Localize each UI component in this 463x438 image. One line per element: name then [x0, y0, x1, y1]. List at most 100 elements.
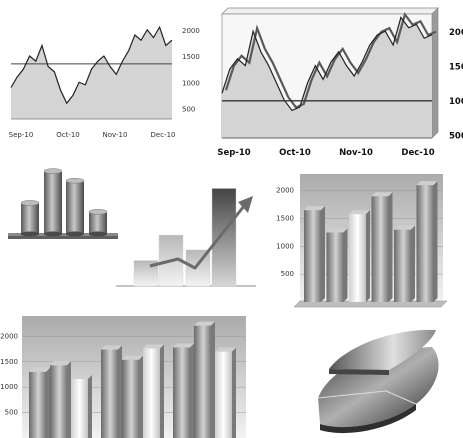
bar-top	[122, 355, 143, 360]
bar	[101, 349, 118, 438]
bar	[416, 185, 434, 302]
bar	[143, 348, 160, 438]
x-tick-label: Oct-10	[279, 148, 311, 158]
x-tick-label: Nov-10	[339, 148, 373, 158]
bar-side	[190, 343, 194, 438]
bar-top	[29, 367, 50, 372]
bar-side	[88, 375, 92, 438]
y-tick-label: 1500	[449, 63, 463, 73]
cylinder-top	[20, 200, 40, 206]
cylinder-bar	[21, 202, 39, 234]
bar	[215, 351, 232, 438]
y-tick-label: 2000	[276, 187, 294, 195]
bar-top	[50, 361, 71, 366]
y-tick-label: 500	[281, 270, 294, 278]
bar-top	[194, 321, 215, 326]
floor	[293, 300, 448, 308]
bar-top	[215, 347, 236, 352]
bar-top	[416, 181, 438, 186]
y-tick-label: 1500	[276, 215, 294, 223]
bar	[173, 347, 190, 438]
pie-chart-3d	[317, 329, 439, 434]
bar-top	[394, 225, 415, 230]
bar-side	[118, 345, 122, 438]
y-tick-label: 1000	[182, 79, 200, 87]
growth-bar	[211, 188, 237, 287]
bar-side	[366, 210, 370, 302]
bar-side	[411, 225, 415, 302]
bar	[371, 196, 389, 302]
cylinder-bar	[44, 171, 62, 234]
bar	[29, 371, 46, 438]
bar	[50, 365, 67, 438]
line-chart-1: 500 1000 1500 2000 Sep-10 Oct-10 Nov-10 Dec-10	[9, 25, 200, 139]
growth-chart	[116, 188, 256, 287]
bar-top	[71, 375, 92, 380]
bar	[349, 214, 366, 302]
y-tick-label: 500	[5, 409, 18, 417]
ribbon-depth	[224, 12, 437, 109]
bar-side	[388, 192, 393, 302]
bar-side	[160, 344, 164, 438]
cylinder-base	[44, 231, 62, 237]
cylinder-base	[21, 231, 39, 237]
pie-slice-small	[329, 329, 436, 370]
y-tick-label: 2000	[449, 28, 463, 38]
cylinder-base	[66, 231, 84, 237]
x-tick-label: Oct-10	[56, 131, 80, 139]
bar	[122, 359, 139, 438]
series-line	[10, 25, 173, 105]
bar-chart-3d-bottom: 500 1000 1500 2000	[0, 316, 246, 438]
bar-top	[349, 210, 370, 215]
cylinder-base	[89, 231, 107, 237]
line-chart-2-3d: 500 1000 1500 2000 Sep-10 Oct-10 Nov-10 Dec-10	[217, 7, 463, 158]
area-fill	[11, 27, 172, 119]
y-tick-label: 2000	[182, 27, 200, 35]
x-tick-label: Dec-10	[401, 148, 434, 158]
cylinder-bar	[89, 211, 107, 234]
bar-side	[139, 355, 143, 438]
bar-side	[46, 367, 50, 438]
bar-side	[433, 181, 438, 302]
bar	[326, 232, 344, 302]
bar-top	[326, 228, 348, 233]
bar-top	[101, 345, 122, 350]
bar-side	[343, 228, 348, 302]
x-tick-label: Sep-10	[217, 148, 250, 158]
trend-arrow-shaft	[149, 205, 246, 270]
y-tick-label: 500	[449, 132, 463, 142]
base-slab	[8, 233, 118, 238]
cylinder-top	[65, 177, 85, 184]
bar-side	[211, 321, 215, 438]
series-line	[221, 16, 433, 112]
bar	[394, 229, 411, 302]
y-tick-label: 1500	[182, 53, 200, 61]
y-tick-label: 1000	[276, 242, 294, 250]
x-tick-label: Sep-10	[9, 131, 34, 139]
frame-side	[431, 7, 439, 139]
x-tick-label: Dec-10	[151, 131, 176, 139]
pie-slice-small-edge	[329, 369, 389, 375]
cylinder-bar	[66, 180, 84, 234]
y-tick-label: 2000	[0, 332, 18, 340]
bar-side	[67, 361, 71, 438]
bar	[304, 210, 321, 302]
cylinder-top	[43, 168, 63, 174]
bar-side	[321, 206, 325, 302]
bar	[194, 325, 211, 438]
bar-top	[371, 192, 393, 197]
bar-top	[173, 343, 194, 348]
frame-top	[221, 7, 439, 15]
bar-top	[143, 344, 164, 349]
trend-arrow-head	[238, 196, 253, 213]
y-tick-label: 1000	[449, 97, 463, 107]
bar-chart-3d-right: 500 1000 1500 2000	[276, 174, 448, 308]
cylinder-top	[88, 209, 108, 215]
cylinder-chart	[8, 168, 118, 239]
y-tick-label: 1000	[0, 383, 18, 391]
pie-slice-large-edge	[320, 404, 416, 434]
bar-side	[232, 347, 236, 438]
y-tick-label: 500	[182, 106, 195, 114]
